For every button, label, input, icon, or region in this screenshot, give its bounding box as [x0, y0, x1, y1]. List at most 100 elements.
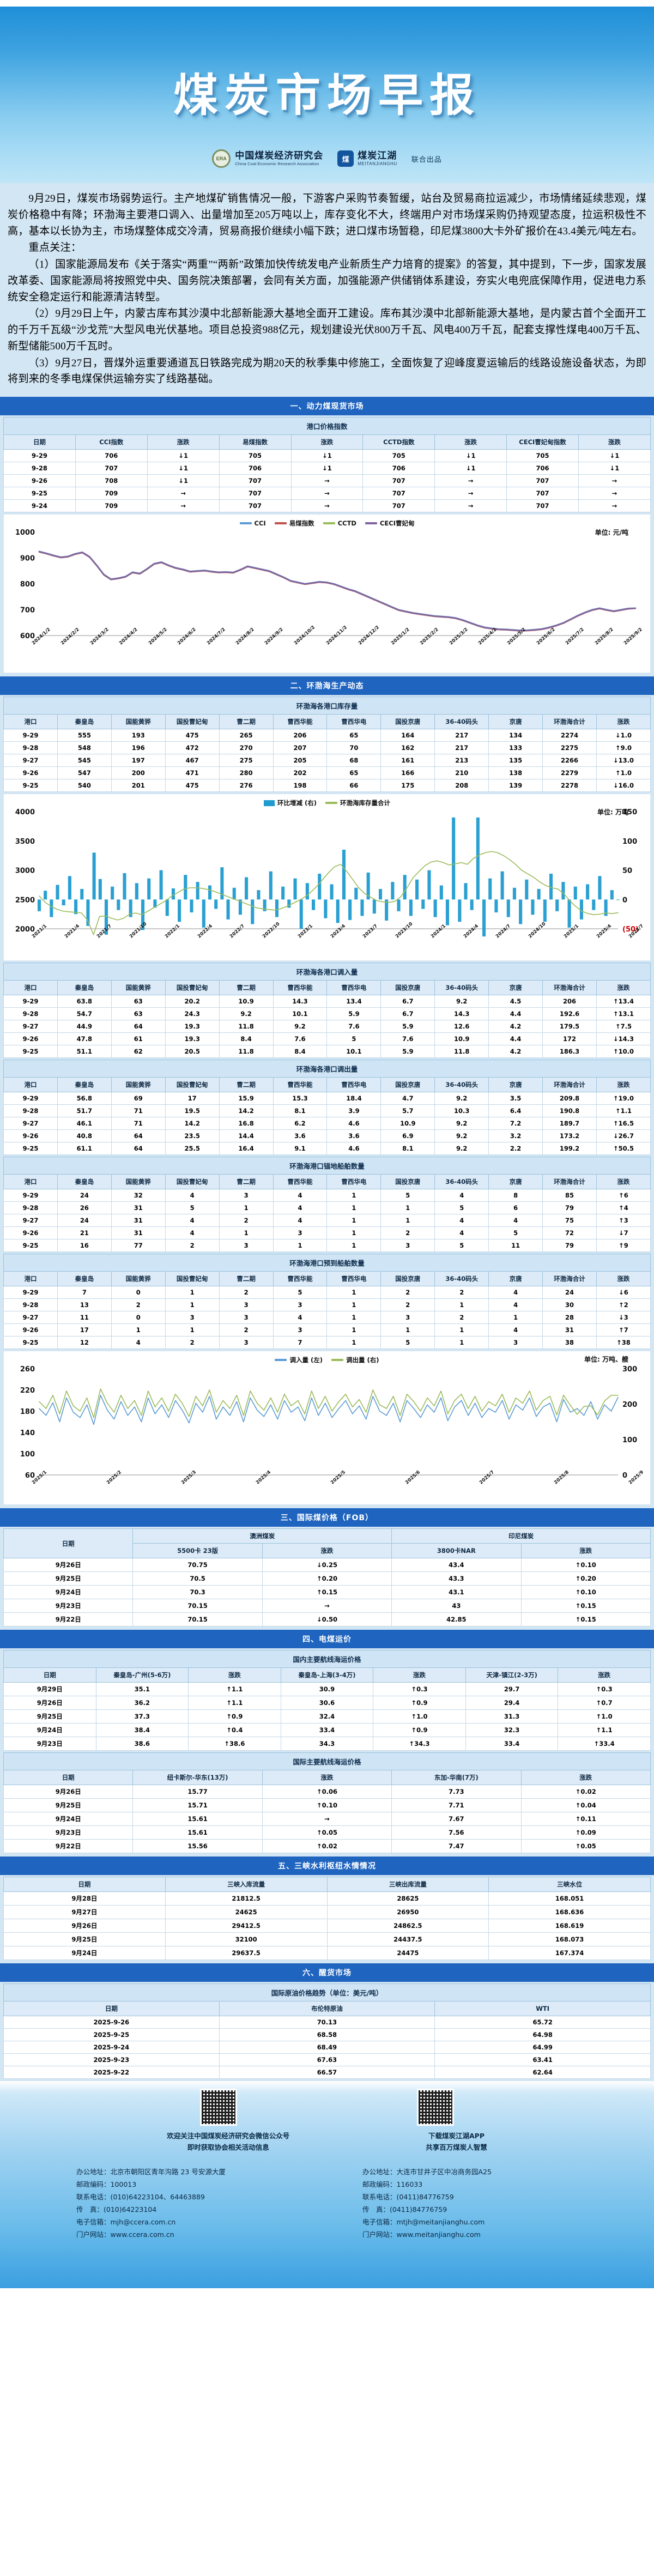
- table-cell: 707: [219, 499, 292, 512]
- table-cell: 4: [434, 1226, 489, 1239]
- table-header-row: 港口 秦皇岛 国能黄骅 国投曹妃甸 曹二期 曹西华能 曹西华电 国投京唐 36-40码头 京唐 环渤…: [3, 980, 651, 995]
- table-cell: 4: [488, 1286, 543, 1299]
- contact-line: 电子信箱：mtjh@meitanjianghu.com: [362, 2218, 485, 2226]
- table-cell: 4.2: [488, 1020, 543, 1033]
- contact-block: 办公地址：大连市甘井子区中冶商务园A25 邮政编码：116033 联系电话：(041…: [362, 2166, 578, 2241]
- table-header-row: 港口 秦皇岛 国能黄骅 国投曹妃甸 曹二期 曹西华能 曹西华电 国投京唐 36-40码头 京唐 环渤…: [3, 1271, 651, 1286]
- section-header-spot-market: 一、动力煤现货市场: [0, 397, 654, 415]
- column-header: 涨跌: [147, 434, 220, 450]
- table-cell: 7.47: [391, 1839, 522, 1853]
- table-cell: 33.4: [280, 1723, 374, 1737]
- table-row: 9月29日 35.1 ↑1.1 30.9 ↑0.3 29.7 ↑0.3: [3, 1682, 651, 1696]
- table-cell: 1: [272, 1239, 328, 1252]
- bar-mark: [68, 876, 71, 900]
- table-cell: 14.4: [219, 1129, 274, 1142]
- table-anchor-ships: 环渤海港口锚地船舶数量 港口 秦皇岛 国能黄骅 国投曹妃甸 曹二期 曹西华能 曹西华电 国投京唐…: [3, 1157, 651, 1252]
- intro-paragraph: （1）国家能源局发布《关于落实“两重”“两新”政策加快传统发电产业新质生产力培育…: [8, 259, 646, 303]
- section-header-bohai-production: 二、环渤海生产动态: [0, 676, 654, 695]
- table-cell: 4: [272, 1214, 328, 1227]
- table-cell: 9月29日: [3, 1682, 96, 1696]
- table-cell: →: [434, 487, 507, 500]
- column-header: 国投京唐: [380, 1271, 435, 1286]
- table-caption: 国内主要航线海运价格: [3, 1650, 651, 1667]
- table-cell: 705: [219, 449, 292, 462]
- y2-axis-tick-label: 0: [622, 896, 627, 904]
- line-series-0: [39, 851, 619, 935]
- table-cell: 28625: [326, 1891, 489, 1906]
- table-cell: 32: [111, 1189, 166, 1202]
- bar-mark: [129, 899, 132, 917]
- table-cell: 9-29: [3, 1189, 58, 1202]
- table-cell: ↓26.7: [596, 1129, 651, 1142]
- column-header: 京唐: [488, 1077, 543, 1092]
- table-cell: 51.1: [57, 1045, 112, 1058]
- table-cell: 2: [380, 1286, 435, 1299]
- table-cell: 11: [57, 1311, 112, 1324]
- table-cell: 15.56: [132, 1839, 263, 1853]
- table-cell: 64: [111, 1020, 166, 1033]
- table-cell: 2: [165, 1239, 220, 1252]
- column-header: 36-40码头: [434, 1077, 489, 1092]
- bar-mark: [159, 870, 163, 900]
- column-header: CCTD指数: [362, 434, 435, 450]
- table-cell: 213: [434, 754, 489, 767]
- table-group-header-row: 日期 澳洲煤炭 印尼煤炭: [3, 1528, 651, 1558]
- table-cell: 9-29: [3, 1092, 58, 1105]
- bar-mark: [171, 888, 175, 900]
- table-cell: 5.9: [380, 1045, 435, 1058]
- table-cell: 6.9: [380, 1129, 435, 1142]
- bar-mark: [281, 886, 285, 900]
- column-header: 涨跌: [290, 434, 364, 450]
- ccera-name-en: China Coal Economic Research Association: [235, 161, 319, 166]
- bar-mark: [531, 899, 535, 915]
- table-cell: 1: [219, 1226, 274, 1239]
- table-row: 9月25日 15.71 ↑0.10 7.71 ↑0.04: [3, 1798, 651, 1812]
- bar-mark: [360, 899, 364, 916]
- table-cell: ↑19.0: [596, 1092, 651, 1105]
- table-cell: 5: [434, 1201, 489, 1214]
- table-row: 9-29 7 0 1 2 5 1 2 2 4 24 ↓6: [3, 1286, 651, 1299]
- table-cell: 1: [326, 1336, 382, 1349]
- y-axis-tick-label: 600: [20, 632, 35, 640]
- table-cell: ↓16.0: [596, 779, 651, 792]
- table-cell: 9月28日: [3, 1891, 166, 1906]
- column-header: 港口: [3, 1271, 58, 1286]
- column-header: 三峡出库流量: [326, 1877, 489, 1892]
- table-cell: ↑0.04: [520, 1798, 651, 1812]
- table-cell: 9.2: [434, 1092, 489, 1105]
- table-cell: 23.5: [165, 1129, 220, 1142]
- table-cell: 3: [380, 1239, 435, 1252]
- era-circle-icon: ERA: [212, 149, 231, 168]
- column-header: 港口: [3, 1077, 58, 1092]
- table-cell: →: [147, 487, 220, 500]
- column-header: 涨跌: [373, 1667, 466, 1683]
- bar-mark: [123, 873, 126, 900]
- table-row: 9月23日 38.6 ↑38.6 34.3 ↑34.3 33.4 ↑33.4: [3, 1737, 651, 1751]
- table-caption: 环渤海各港口调出量: [3, 1060, 651, 1077]
- table-row: 9-27 11 0 3 3 4 1 3 2 1 28 ↓3: [3, 1311, 651, 1324]
- chart1-unit-label: 单位: 元/吨: [595, 529, 628, 536]
- bar-mark: [586, 884, 590, 900]
- table-cell: 707: [219, 474, 292, 487]
- table-cell: 1: [326, 1201, 382, 1214]
- table-cell: 193: [111, 729, 166, 742]
- table-cell: 70.75: [132, 1558, 263, 1572]
- table-cell: 1: [326, 1286, 382, 1299]
- qr-caption-line: 即时获取协会相关活动信息: [187, 2143, 269, 2152]
- legend-swatch-icon: [365, 522, 377, 524]
- table-cell: ↑0.20: [520, 1571, 651, 1586]
- table-cell: 1: [380, 1214, 435, 1227]
- table-cell: 17: [57, 1323, 112, 1337]
- table-cell: 9-25: [3, 487, 76, 500]
- intro-paragraph: 重点关注：: [28, 242, 82, 254]
- table-cell: 3: [488, 1336, 543, 1349]
- table-cell: 9月24日: [3, 1723, 96, 1737]
- table-caption: 环渤海港口预到船舶数量: [3, 1254, 651, 1271]
- table-cell: 9月22日: [3, 1612, 134, 1626]
- y-axis-tick-label: 60: [25, 1472, 35, 1480]
- table-cell: 13: [57, 1298, 112, 1311]
- table-cell: →: [578, 487, 651, 500]
- table-cell: 7.56: [391, 1825, 522, 1840]
- table-cell: ↑13.4: [596, 995, 651, 1008]
- table-cell: 475: [165, 779, 220, 792]
